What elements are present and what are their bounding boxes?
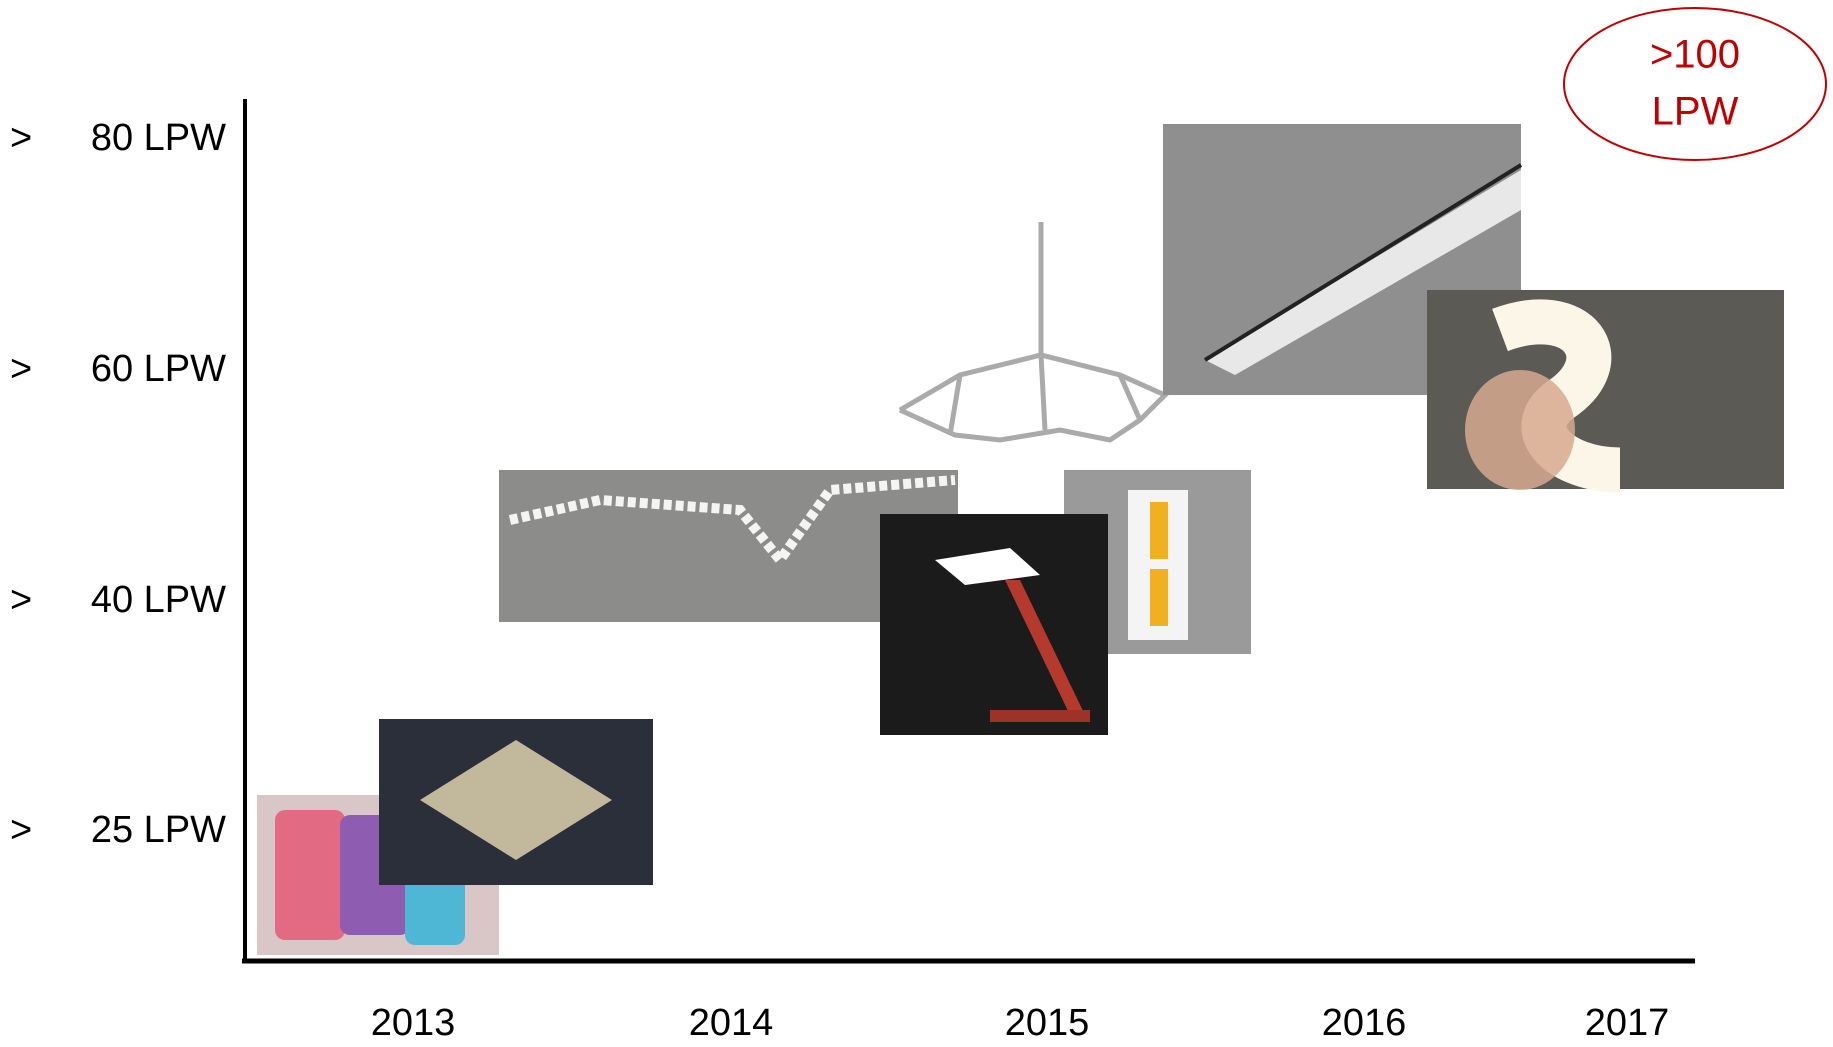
level-label: 60 LPW (91, 348, 226, 390)
photo-detail (935, 548, 1040, 585)
labels: >80 LPW > 60 LPW > 40 LPW > 25 LPW 2013 2014 2015… (10, 117, 1669, 1044)
photo-detail (1465, 370, 1575, 490)
photo-detail (275, 810, 345, 940)
photo-detail (420, 740, 612, 860)
photos (257, 124, 1784, 955)
photo-detail (1005, 580, 1085, 715)
level-marker: > (10, 117, 32, 159)
callout-text: LPW (1652, 90, 1739, 134)
callout-text: >100 (1650, 33, 1740, 77)
year-label: 2015 (1005, 1002, 1090, 1044)
photo-detail (1205, 170, 1521, 375)
photo-detail (1150, 569, 1168, 626)
level-label: 25 LPW (91, 809, 226, 851)
photo-pendant (898, 222, 1170, 443)
photo-detail (1150, 502, 1168, 559)
callout-ellipse (1563, 7, 1827, 161)
level-marker: > (10, 579, 32, 621)
year-label: 2014 (689, 1002, 774, 1044)
photo-detail (990, 710, 1090, 722)
level-marker: > (10, 348, 32, 390)
level-marker: > (10, 809, 32, 851)
year-label: 2013 (371, 1002, 456, 1044)
photo-detail (508, 475, 956, 569)
year-label: 2016 (1322, 1002, 1407, 1044)
year-label: 2017 (1585, 1002, 1670, 1044)
level-label: 80 LPW (91, 117, 226, 159)
level-label: 40 LPW (91, 579, 226, 621)
photo-detail (1203, 163, 1523, 362)
